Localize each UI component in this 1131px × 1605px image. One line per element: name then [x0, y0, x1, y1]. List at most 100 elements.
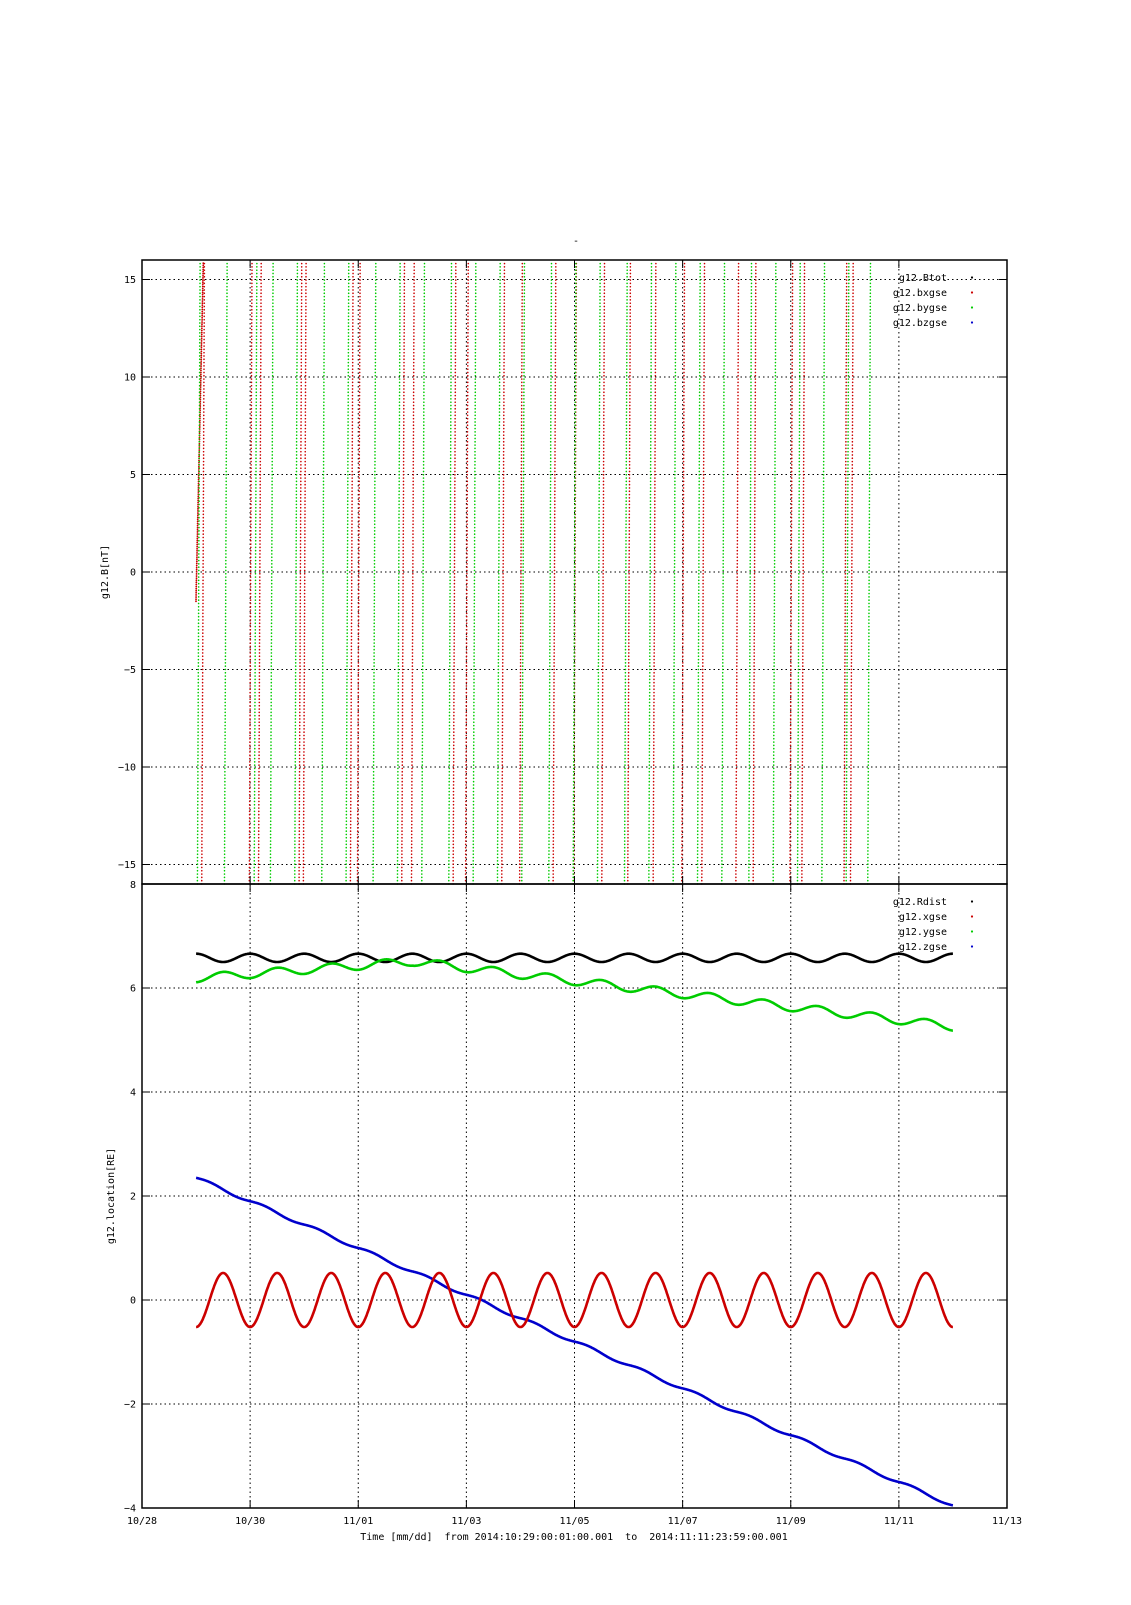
legend-marker: [970, 915, 974, 918]
top-data-traces: [195, 260, 872, 885]
bygse-ramp: [796, 262, 802, 885]
xgse-trace: [195, 1271, 954, 1329]
bzgse-ramp: [700, 262, 706, 885]
bzgse-ramp: [400, 262, 406, 885]
bzgse-ramp: [552, 262, 557, 885]
bygse-ramp: [845, 262, 850, 885]
bxgse-ramp: [843, 262, 848, 885]
bygse-ramp: [572, 262, 577, 885]
bottom-y-axis-label: g12.location[RE]: [106, 1148, 117, 1244]
bygse-ramp: [672, 262, 677, 885]
bygse-ramp: [547, 262, 553, 885]
top-y-tick-label: 5: [130, 470, 136, 481]
top-y-tick-label: −5: [124, 665, 136, 676]
bxgse-ramp: [626, 262, 632, 885]
x-tick-label: 11/13: [992, 1516, 1022, 1527]
top-y-tick-label: −10: [118, 763, 136, 774]
bottom-ticks: 6 4 2 0 −2 −4 8: [124, 880, 1008, 1515]
top-y-axis-label: g12.B[nT]: [100, 545, 111, 599]
bxgse-ramp: [410, 262, 416, 885]
bottom-y-tick-label: −2: [124, 1400, 136, 1411]
zgse-trace: [195, 1176, 954, 1507]
x-tick-label: 11/11: [884, 1516, 914, 1527]
bygse-ramp: [772, 262, 777, 885]
bzgse-ramp: [452, 262, 457, 885]
bottom-legend: g12.Rdist g12.xgse g12.ygse g12.zgse: [893, 897, 974, 953]
legend-entry-label: g12.zgse: [899, 942, 947, 953]
bottom-data-traces: [195, 952, 954, 1507]
legend-entry-label: g12.bygse: [893, 303, 947, 314]
bzgse-ramp: [600, 262, 606, 885]
bygse-ramp: [647, 262, 653, 885]
bygse-ramp: [520, 262, 526, 885]
bxgse-ramp: [464, 262, 470, 885]
bottom-y-tick-label: 2: [130, 1192, 136, 1203]
top-y-tick-label: 0: [130, 568, 136, 579]
bygse-ramp: [748, 262, 753, 885]
bzgse-ramp: [500, 262, 506, 885]
x-tick-label: 11/09: [776, 1516, 806, 1527]
legend-entry-label: g12.Rdist: [893, 897, 947, 908]
bygse-ramp: [472, 262, 477, 885]
bzgse-ramp: [200, 262, 206, 885]
bottom-y-tick-label: 0: [130, 1296, 136, 1307]
bxgse-ramp: [680, 262, 686, 885]
legend-marker: [970, 321, 974, 324]
bygse-ramp: [420, 262, 426, 885]
legend-marker: [970, 930, 974, 933]
rdist-trace: [195, 952, 954, 964]
x-tick-label: 11/01: [343, 1516, 373, 1527]
bygse-ramp: [447, 262, 453, 885]
x-axis-ticks: 10/28 10/30 11/01 11/03 11/05 11/07 11/09 11/11…: [127, 1516, 1022, 1527]
bzgse-ramp: [349, 262, 354, 885]
bzgse-ramp: [752, 262, 757, 885]
bottom-gridlines: [142, 884, 1007, 1508]
bygse-ramp: [372, 262, 377, 885]
page-title: -: [573, 236, 579, 247]
x-axis-caption: Time [mm/dd] from 2014:10:29:00:01:00.00…: [360, 1532, 787, 1543]
ygse-trace: [195, 957, 954, 1032]
top-y-tick-label: 15: [124, 275, 136, 286]
x-tick-label: 11/07: [668, 1516, 698, 1527]
bygse-ramp: [396, 262, 401, 885]
legend-marker: [970, 306, 974, 309]
top-y-tick-label: 10: [124, 373, 136, 384]
top-gridlines: [142, 260, 1007, 884]
bzgse-ramp: [257, 262, 263, 885]
bygse-ramp: [866, 262, 872, 885]
bzgse-ramp: [298, 262, 303, 885]
bxgse-ramp: [248, 262, 253, 885]
magnetic-field-panel: 15 10 5 0 −5 −10 −15 g12.B[nT] g12.Btot g12.bxg…: [100, 259, 1008, 885]
bygse-ramp: [320, 262, 326, 885]
legend-marker: [970, 945, 974, 948]
legend-entry-label: g12.xgse: [899, 912, 947, 923]
bxgse-ramp: [789, 262, 794, 885]
bygse-ramp: [820, 262, 826, 885]
bygse-ramp: [596, 262, 602, 885]
legend-marker: [970, 291, 974, 294]
bzgse-ramp: [849, 262, 855, 885]
legend-marker: [970, 900, 974, 903]
legend-marker: [970, 276, 974, 279]
bzgse-ramp: [800, 262, 806, 885]
bygse-ramp: [696, 262, 702, 885]
bxgse-ramp: [735, 262, 740, 885]
bygse-ramp: [623, 262, 629, 885]
bygse-ramp: [345, 262, 350, 885]
bottom-y-tick-label: 4: [130, 1088, 136, 1099]
legend-entry-label: g12.ygse: [899, 927, 947, 938]
bygse-ramp: [269, 262, 274, 885]
x-tick-label: 10/28: [127, 1516, 157, 1527]
x-tick-label: 10/30: [235, 1516, 265, 1527]
bygse-ramp: [293, 262, 299, 885]
bxgse-ramp: [356, 262, 361, 885]
x-tick-label: 11/03: [451, 1516, 481, 1527]
bygse-ramp: [196, 262, 201, 885]
bottom-y-tick-label: −4: [124, 1504, 136, 1515]
bottom-y-tick-label: 8: [130, 880, 136, 891]
bygse-ramp: [253, 262, 258, 885]
legend-entry-label: g12.bzgse: [893, 318, 947, 329]
legend-entry-label: g12.bxgse: [893, 288, 947, 299]
